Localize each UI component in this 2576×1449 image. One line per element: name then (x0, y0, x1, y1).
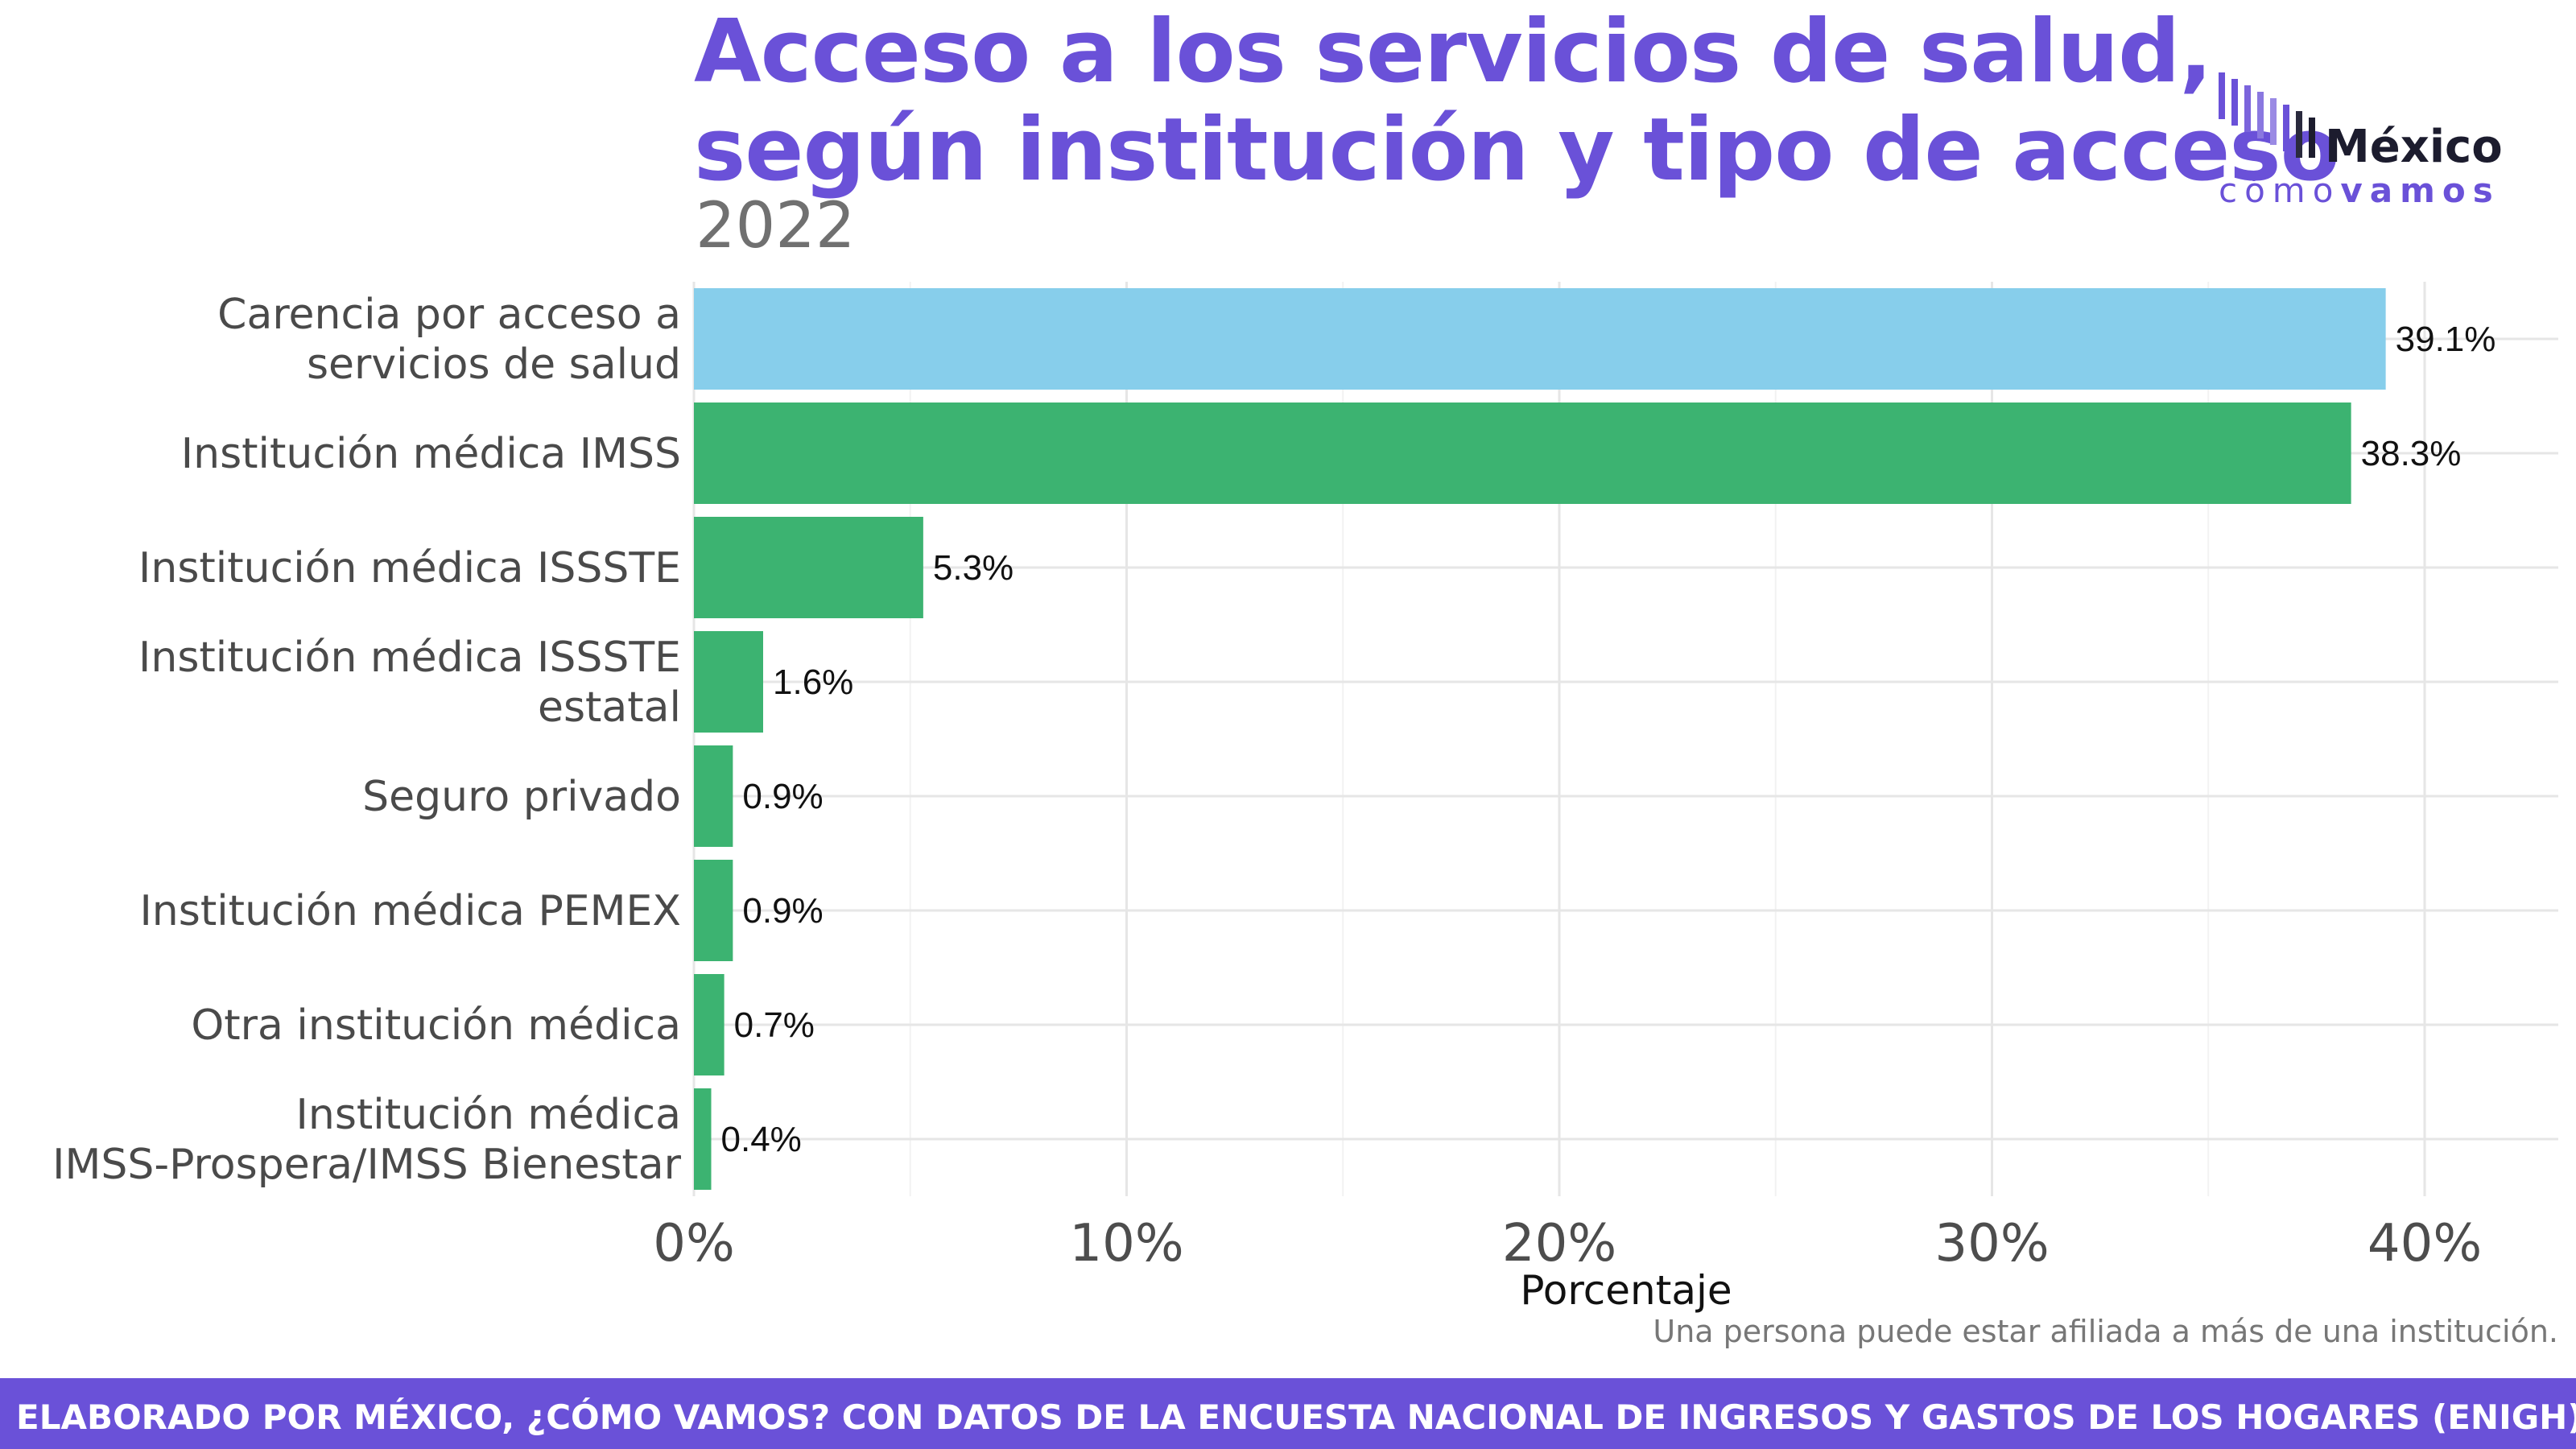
logo-tagline-bold: vamos (2340, 171, 2500, 210)
x-tick-label-4: 40% (2368, 1214, 2482, 1274)
x-tick-label-0: 0% (653, 1214, 735, 1274)
x-tick-label-1: 10% (1069, 1214, 1183, 1274)
mexico-como-vamos-logo: México cómovamos (2214, 71, 2504, 216)
data-label-4: 0.9% (742, 777, 823, 816)
data-label-3: 1.6% (773, 663, 853, 702)
bar-6 (694, 974, 724, 1075)
category-label-2: Institución médica ISSSTE (138, 544, 681, 592)
chart-subtitle: 2022 (696, 190, 856, 262)
footer-bar: ELABORADO POR MÉXICO, ¿CÓMO VAMOS? CON D… (0, 1378, 2576, 1449)
x-axis-title: Porcentaje (1520, 1267, 1732, 1314)
data-label-7: 0.4% (721, 1120, 802, 1159)
category-label-1: Institución médica IMSS (181, 430, 681, 478)
category-label-7: Institución médica IMSS-Prospera/IMSS Bie… (52, 1091, 681, 1189)
chart-title-line-2: según institución y tipo de acceso (694, 100, 2340, 200)
logo-bars-icon (2219, 72, 2315, 158)
chart-title-line-1: Acceso a los servicios de salud, (694, 2, 2212, 102)
data-label-5: 0.9% (742, 891, 823, 931)
bar-chart: 39.1% Carencia por acceso a servicios de s… (52, 282, 2558, 1314)
bar-2 (694, 517, 923, 618)
logo-wordmark: México (2325, 121, 2503, 173)
bar-5 (694, 860, 733, 961)
x-tick-label-3: 30% (1934, 1214, 2049, 1274)
bar-0 (694, 288, 2386, 390)
category-label-3: Institución médica ISSSTE estatal (138, 634, 681, 732)
category-label-6: Otra institución médica (191, 1001, 681, 1050)
data-label-1: 38.3% (2361, 434, 2462, 473)
bar-1 (694, 402, 2351, 504)
bar-3 (694, 631, 763, 733)
footer-credit: ELABORADO POR MÉXICO, ¿CÓMO VAMOS? CON D… (16, 1397, 2576, 1437)
x-tick-label-2: 20% (1502, 1214, 1616, 1274)
chart-title: Acceso a los servicios de salud, según i… (694, 2, 2340, 200)
chart-note: Una persona puede estar afiliada a más d… (1653, 1314, 2558, 1349)
bar-7 (694, 1088, 712, 1190)
logo-tagline-light: cómo (2219, 171, 2341, 210)
logo-tagline: cómovamos (2219, 171, 2500, 210)
category-label-0: Carencia por acceso a servicios de salud (217, 291, 681, 389)
data-label-2: 5.3% (933, 548, 1013, 588)
category-label-5: Institución médica PEMEX (139, 887, 681, 935)
data-label-0: 39.1% (2396, 320, 2496, 359)
bar-4 (694, 745, 733, 847)
category-label-4: Seguro privado (362, 773, 681, 821)
data-label-6: 0.7% (734, 1005, 815, 1045)
